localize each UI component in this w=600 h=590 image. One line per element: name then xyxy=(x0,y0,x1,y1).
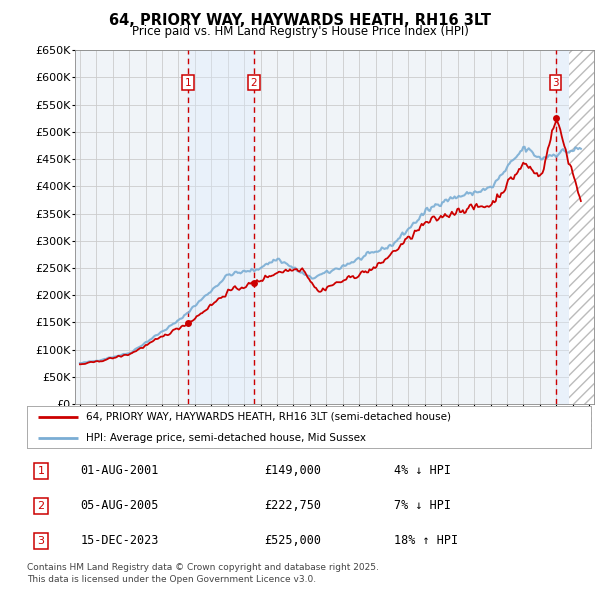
Text: 1: 1 xyxy=(185,78,191,88)
Text: £525,000: £525,000 xyxy=(264,535,321,548)
Text: 2: 2 xyxy=(251,78,257,88)
Text: Price paid vs. HM Land Registry's House Price Index (HPI): Price paid vs. HM Land Registry's House … xyxy=(131,25,469,38)
Text: £222,750: £222,750 xyxy=(264,499,321,513)
Text: 64, PRIORY WAY, HAYWARDS HEATH, RH16 3LT: 64, PRIORY WAY, HAYWARDS HEATH, RH16 3LT xyxy=(109,13,491,28)
Bar xyxy=(188,50,254,404)
Text: 4% ↓ HPI: 4% ↓ HPI xyxy=(394,464,451,477)
Text: £149,000: £149,000 xyxy=(264,464,321,477)
Bar xyxy=(556,50,569,404)
Text: 3: 3 xyxy=(38,536,44,546)
Text: 1: 1 xyxy=(38,466,44,476)
Text: 7% ↓ HPI: 7% ↓ HPI xyxy=(394,499,451,513)
Text: 15-DEC-2023: 15-DEC-2023 xyxy=(80,535,159,548)
Text: Contains HM Land Registry data © Crown copyright and database right 2025.
This d: Contains HM Land Registry data © Crown c… xyxy=(27,563,379,584)
Text: 64, PRIORY WAY, HAYWARDS HEATH, RH16 3LT (semi-detached house): 64, PRIORY WAY, HAYWARDS HEATH, RH16 3LT… xyxy=(86,412,451,421)
Text: 01-AUG-2001: 01-AUG-2001 xyxy=(80,464,159,477)
Text: 05-AUG-2005: 05-AUG-2005 xyxy=(80,499,159,513)
Text: 2: 2 xyxy=(38,501,44,511)
Text: HPI: Average price, semi-detached house, Mid Sussex: HPI: Average price, semi-detached house,… xyxy=(86,433,366,442)
Text: 3: 3 xyxy=(552,78,559,88)
Text: 18% ↑ HPI: 18% ↑ HPI xyxy=(394,535,458,548)
